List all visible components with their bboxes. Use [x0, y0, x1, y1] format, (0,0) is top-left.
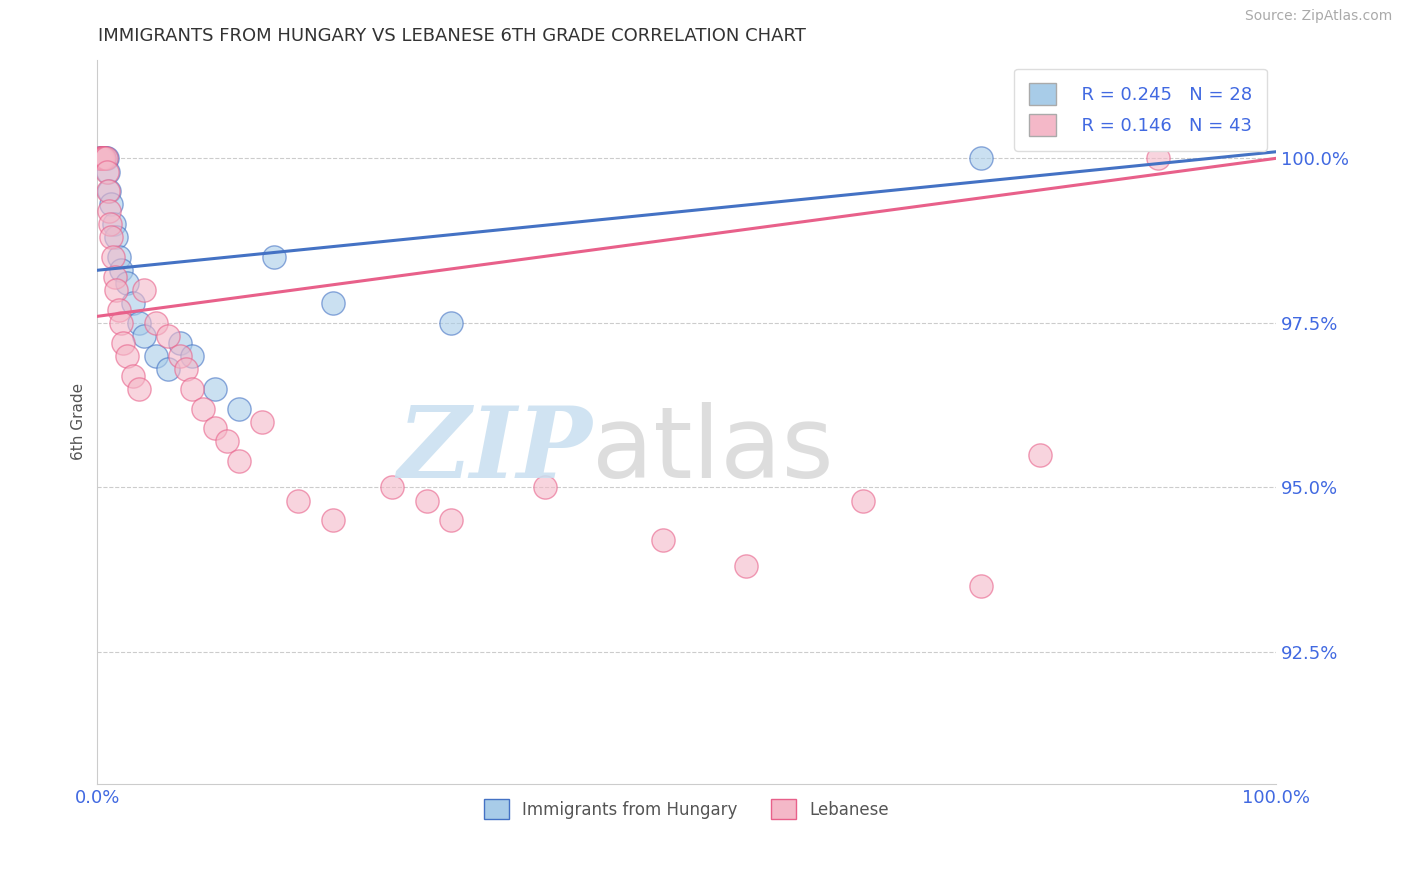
Point	[97, 184, 120, 198]
Point	[91, 152, 114, 166]
Point	[121, 368, 143, 383]
Point	[105, 230, 128, 244]
Point	[534, 481, 557, 495]
Point	[107, 302, 129, 317]
Point	[112, 335, 135, 350]
Point	[416, 493, 439, 508]
Point	[101, 250, 124, 264]
Text: Source: ZipAtlas.com: Source: ZipAtlas.com	[1244, 9, 1392, 23]
Point	[970, 579, 993, 593]
Point	[134, 329, 156, 343]
Point	[128, 316, 150, 330]
Point	[734, 559, 756, 574]
Point	[93, 152, 115, 166]
Point	[228, 401, 250, 416]
Point	[263, 250, 285, 264]
Point	[104, 269, 127, 284]
Point	[89, 152, 111, 166]
Point	[322, 513, 344, 527]
Point	[180, 349, 202, 363]
Point	[98, 217, 121, 231]
Point	[98, 204, 121, 219]
Point	[94, 152, 117, 166]
Point	[145, 349, 167, 363]
Point	[180, 382, 202, 396]
Text: ZIP: ZIP	[398, 402, 592, 499]
Point	[100, 197, 122, 211]
Point	[91, 152, 114, 166]
Point	[652, 533, 675, 548]
Point	[98, 184, 121, 198]
Point	[215, 434, 238, 449]
Point	[103, 217, 125, 231]
Point	[96, 152, 118, 166]
Point	[110, 316, 132, 330]
Point	[204, 421, 226, 435]
Point	[169, 335, 191, 350]
Point	[252, 415, 274, 429]
Point	[157, 329, 180, 343]
Point	[193, 401, 215, 416]
Point	[1147, 152, 1170, 166]
Point	[89, 152, 111, 166]
Point	[128, 382, 150, 396]
Point	[91, 152, 114, 166]
Legend: Immigrants from Hungary, Lebanese: Immigrants from Hungary, Lebanese	[478, 792, 896, 826]
Point	[440, 316, 463, 330]
Y-axis label: 6th Grade: 6th Grade	[72, 383, 86, 460]
Point	[852, 493, 875, 508]
Point	[121, 296, 143, 310]
Point	[157, 362, 180, 376]
Point	[440, 513, 463, 527]
Point	[145, 316, 167, 330]
Point	[105, 283, 128, 297]
Point	[1029, 448, 1052, 462]
Point	[970, 152, 993, 166]
Point	[96, 164, 118, 178]
Point	[228, 454, 250, 468]
Point	[94, 152, 117, 166]
Point	[204, 382, 226, 396]
Point	[93, 152, 115, 166]
Point	[381, 481, 404, 495]
Point	[90, 152, 112, 166]
Point	[107, 250, 129, 264]
Point	[134, 283, 156, 297]
Point	[97, 164, 120, 178]
Point	[174, 362, 197, 376]
Point	[110, 263, 132, 277]
Point	[287, 493, 309, 508]
Text: IMMIGRANTS FROM HUNGARY VS LEBANESE 6TH GRADE CORRELATION CHART: IMMIGRANTS FROM HUNGARY VS LEBANESE 6TH …	[98, 27, 806, 45]
Point	[90, 152, 112, 166]
Point	[100, 230, 122, 244]
Point	[115, 349, 138, 363]
Point	[322, 296, 344, 310]
Point	[91, 152, 114, 166]
Text: atlas: atlas	[592, 402, 834, 500]
Point	[169, 349, 191, 363]
Point	[115, 277, 138, 291]
